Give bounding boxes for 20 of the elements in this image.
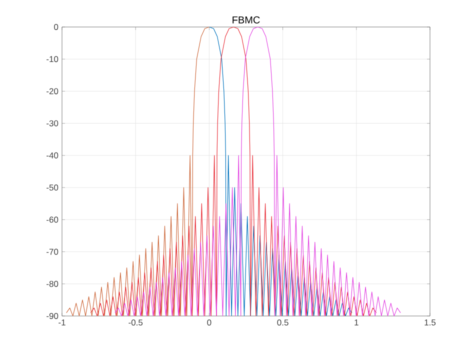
x-tick-label: 0 [207, 320, 212, 326]
y-tick-label: -10 [46, 56, 58, 62]
x-tick-label: 1 [354, 320, 358, 326]
line-series [66, 26, 210, 316]
y-tick-label: -90 [46, 312, 58, 319]
y-tick-label: -80 [46, 280, 58, 287]
x-tick-label: 0.5 [277, 320, 288, 326]
x-tick-label: -1 [58, 320, 66, 326]
y-tick-label: -70 [46, 248, 58, 255]
line-series [114, 26, 401, 316]
y-tick-label: 0 [54, 24, 58, 30]
y-tick-label: -60 [46, 216, 58, 223]
y-tick-label: -30 [46, 120, 58, 126]
y-tick-label: -40 [46, 152, 58, 158]
line-series [90, 26, 377, 316]
chart-title: FBMC [232, 16, 260, 24]
x-tick-label: -0.5 [128, 320, 143, 326]
y-tick-label: -50 [46, 184, 58, 191]
x-tick-label: 1.5 [424, 320, 436, 326]
y-tick-label: -20 [46, 88, 58, 94]
